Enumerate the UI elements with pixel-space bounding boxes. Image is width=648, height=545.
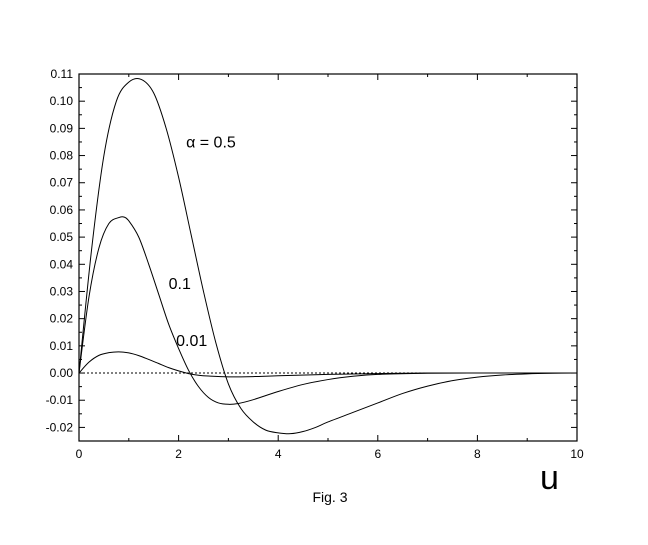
x-tick-label: 6 xyxy=(374,447,381,461)
x-tick-label: 2 xyxy=(175,447,182,461)
x-tick-label: 4 xyxy=(275,447,282,461)
y-tick-label: 0.06 xyxy=(50,203,74,217)
curve-annotation: α = 0.5 xyxy=(186,134,236,151)
y-tick-label: 0.08 xyxy=(50,149,74,163)
y-tick-label: 0.10 xyxy=(50,94,74,108)
curve-annotation: 0.1 xyxy=(169,276,191,293)
y-tick-label: 0.09 xyxy=(50,121,74,135)
figure-caption: Fig. 3 xyxy=(312,489,347,505)
ticks-layer: 0 2 4 6 8 10 -0.02 -0.01 0.00 0.01 0.02 0.03 0.04 0.0… xyxy=(46,67,584,461)
y-tick-label: 0.01 xyxy=(50,339,74,353)
y-tick-label: -0.01 xyxy=(46,393,74,407)
x-axis-label: u xyxy=(540,459,559,497)
series-line-3 xyxy=(78,351,577,378)
curve-annotation: 0.01 xyxy=(176,333,207,350)
y-tick-label: 0.07 xyxy=(50,176,74,190)
y-tick-label: 0.04 xyxy=(50,257,74,271)
x-tick-label: 10 xyxy=(570,447,584,461)
series-line-1 xyxy=(78,78,578,435)
x-tick-label: 8 xyxy=(474,447,481,461)
series-layer xyxy=(78,78,578,435)
series-line-2 xyxy=(78,216,577,405)
y-tick-label: 0.11 xyxy=(51,67,74,81)
plot-frame xyxy=(78,73,578,442)
y-tick-label: 0.03 xyxy=(50,284,74,298)
y-tick-label: 0.00 xyxy=(50,366,74,380)
x-tick-label: 0 xyxy=(76,447,83,461)
y-tick-label: 0.05 xyxy=(50,230,74,244)
y-tick-label: 0.02 xyxy=(50,312,74,326)
annotations-layer: α = 0.5 0.1 0.01 xyxy=(169,134,236,349)
y-tick-label: -0.02 xyxy=(46,420,74,434)
